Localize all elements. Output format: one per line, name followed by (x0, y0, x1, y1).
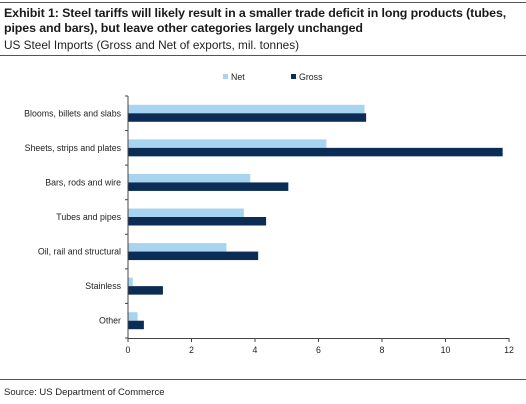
category-label-sheets-strips-and-plates: Sheets, strips and plates (25, 143, 122, 153)
x-tick-label: 6 (316, 345, 321, 355)
bar-net-sheets-strips-and-plates (128, 139, 327, 148)
x-tick-label: 8 (380, 345, 385, 355)
bar-gross-stainless (128, 286, 163, 295)
bar-net-other (128, 312, 138, 321)
bar-gross-sheets-strips-and-plates (128, 147, 503, 157)
legend-swatch-gross (291, 74, 296, 79)
x-tick-label: 0 (126, 345, 131, 355)
category-label-bars-rods-and-wire: Bars, rods and wire (45, 177, 121, 187)
footer-rule (0, 379, 526, 380)
category-labels: Blooms, billets and slabs Sheets, strips … (24, 108, 121, 325)
chart-legend: Net Gross (223, 72, 323, 82)
x-tick-label: 4 (253, 345, 258, 355)
bar-net-tubes-and-pipes (128, 208, 244, 217)
category-label-oil-rail-and-structural: Oil, rail and structural (38, 247, 121, 257)
bar-net-blooms-billets-and-slabs (128, 104, 365, 114)
top-rule (0, 2, 526, 3)
category-label-tubes-and-pipes: Tubes and pipes (56, 212, 121, 222)
chart-subtitle: US Steel Imports (Gross and Net of expor… (4, 38, 300, 52)
category-label-other: Other (99, 316, 121, 326)
bar-net-bars-rods-and-wire (128, 173, 251, 183)
bar-gross-tubes-and-pipes (128, 217, 267, 226)
bar-net-oil-rail-and-structural (128, 243, 227, 252)
x-tick-label: 10 (441, 345, 451, 355)
bar-gross-bars-rods-and-wire (128, 182, 289, 191)
x-tick-label: 12 (504, 345, 514, 355)
bar-gross-other (128, 320, 144, 330)
bar-gross-oil-rail-and-structural (128, 251, 259, 261)
category-label-stainless: Stainless (85, 281, 121, 291)
legend-swatch-net (223, 74, 228, 79)
bar-gross-blooms-billets-and-slabs (128, 113, 367, 122)
header-rule (0, 55, 526, 56)
x-tick-label: 2 (189, 345, 194, 355)
bar-group (128, 104, 503, 330)
source-note: Source: US Department of Commerce (4, 387, 165, 398)
chart-title: Exhibit 1: Steel tariffs will likely res… (4, 6, 507, 35)
legend-label-net: Net (231, 72, 245, 82)
legend-label-gross: Gross (299, 72, 323, 82)
x-axis: 0 2 4 6 8 10 12 (125, 95, 514, 355)
category-label-blooms-billets-and-slabs: Blooms, billets and slabs (24, 108, 121, 118)
bar-net-stainless (128, 277, 133, 287)
